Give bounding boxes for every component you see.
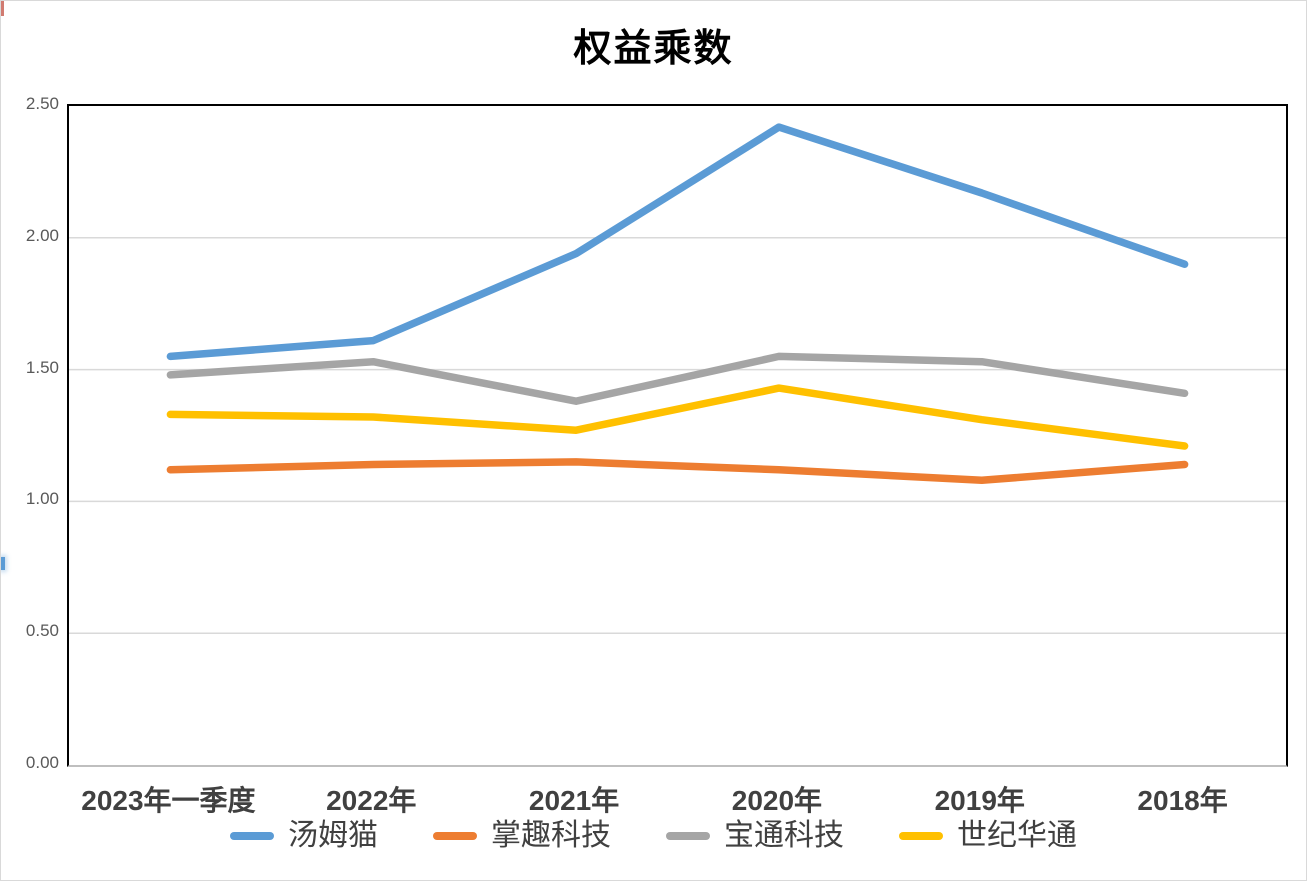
legend-label: 宝通科技: [724, 819, 844, 852]
legend-line-swatch: [433, 832, 477, 840]
chart-title: 权益乘数: [573, 28, 734, 70]
legend-label: 世纪华通: [957, 819, 1077, 852]
legend-line-swatch: [230, 832, 274, 840]
x-axis-category-label: 2018年: [1137, 785, 1228, 816]
legend-item: 汤姆猫: [230, 819, 378, 853]
y-axis-tick-label: 1.00: [25, 489, 59, 509]
legend-label: 掌趣科技: [491, 819, 611, 852]
y-axis-tick-label: 1.50: [25, 357, 59, 377]
series-line-3: [166, 384, 1189, 450]
legend-item: 掌趣科技: [433, 819, 611, 853]
screen-artifact-left-edge: [1, 557, 5, 570]
legend-item: 世纪华通: [899, 819, 1077, 853]
legend: 汤姆猫 掌趣科技 宝通科技 世纪华通: [1, 819, 1306, 853]
y-axis-tick-label: 0.50: [25, 621, 59, 641]
y-axis-tick-label: 0.00: [25, 753, 59, 772]
legend-line-swatch: [666, 832, 710, 840]
y-axis-tick-label: 2.00: [25, 225, 59, 245]
x-axis-category-label: 2022年: [326, 785, 417, 816]
y-axis-tick-label: 2.50: [25, 94, 59, 113]
x-axis-category-label: 2020年: [731, 785, 823, 816]
x-axis-category-label: 2023年一季度: [81, 785, 256, 816]
x-axis-category-label: 2019年: [934, 785, 1025, 816]
x-axis-category-label: 2021年: [528, 785, 620, 816]
series-line-2: [166, 352, 1189, 405]
screen-artifact-corner: [1, 1, 4, 16]
line-chart-svg: [69, 123, 1286, 634]
legend-label: 汤姆猫: [288, 819, 378, 852]
series-line-1: [166, 458, 1189, 485]
plot-area: [67, 104, 1288, 767]
legend-item: 宝通科技: [666, 819, 844, 853]
legend-line-swatch: [899, 832, 943, 840]
series-line-0: [166, 123, 1189, 361]
